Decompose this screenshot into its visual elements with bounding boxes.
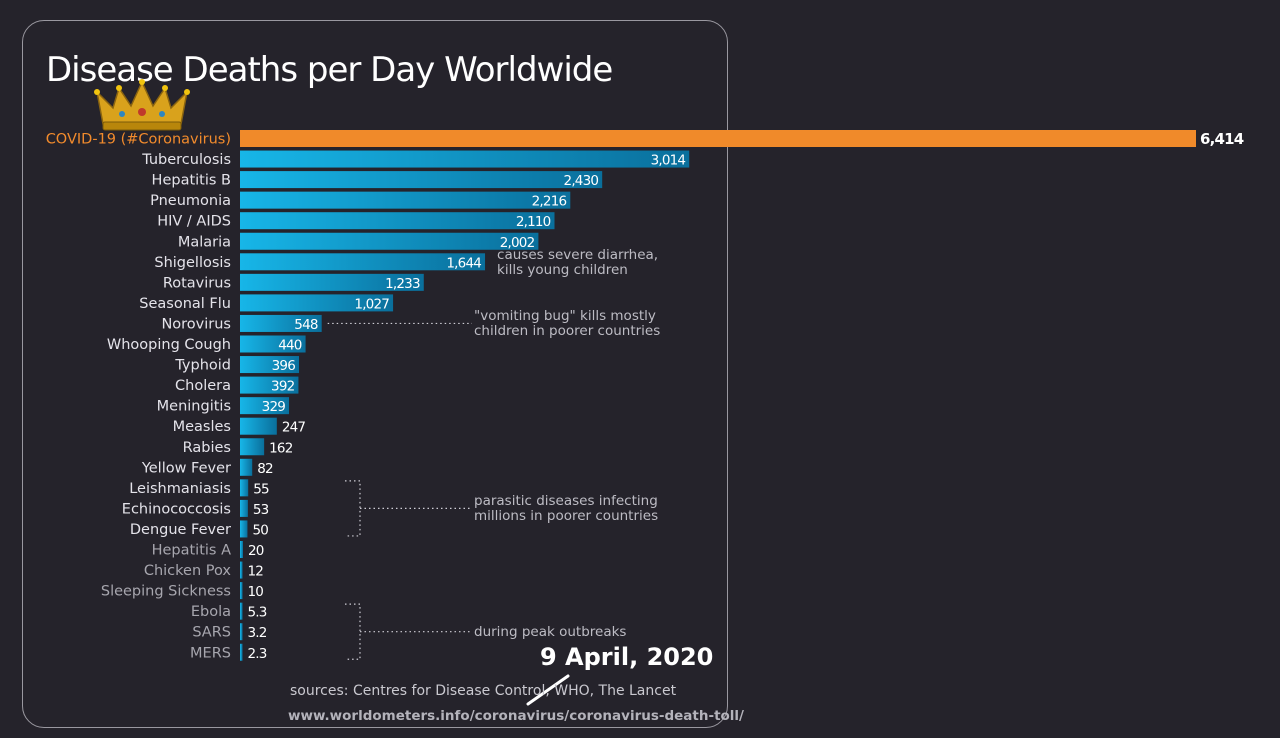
bar-mers	[240, 643, 243, 661]
bar-chicken-pox	[240, 561, 243, 579]
annotation-line: parasitic diseases infecting	[474, 493, 658, 510]
bar-malaria	[240, 232, 539, 250]
bar-typhoid	[240, 356, 300, 374]
annotation-line: children in poorer countries	[474, 323, 661, 340]
value-label: 6,414	[1200, 130, 1244, 148]
value-label: 3,014	[651, 153, 686, 169]
category-label: Leishmaniasis	[129, 481, 231, 497]
bar-tuberculosis	[240, 150, 690, 168]
annotation-line: "vomiting bug" kills mostly	[474, 308, 656, 325]
category-label: Shigellosis	[154, 255, 231, 271]
annotation-line: during peak outbreaks	[474, 624, 627, 641]
category-label: Typhoid	[174, 358, 231, 374]
value-label: 20	[248, 543, 264, 559]
category-label: Echinococcosis	[122, 501, 231, 517]
category-label: Meningitis	[157, 399, 231, 415]
category-label: Hepatitis B	[152, 173, 231, 189]
bar-hepatitis-b	[240, 171, 603, 189]
category-label: Dengue Fever	[130, 522, 231, 538]
bar-meningitis	[240, 397, 290, 415]
bar-covid-19-coronavirus	[240, 130, 1196, 147]
bar-whooping-cough	[240, 335, 306, 353]
value-label: 440	[278, 338, 302, 354]
chart-frame	[22, 20, 728, 728]
bar-hiv-aids	[240, 212, 555, 230]
value-label: 247	[282, 420, 306, 436]
value-label: 2,110	[516, 214, 551, 230]
bar-rotavirus	[240, 273, 424, 291]
bar-measles	[240, 417, 277, 435]
crown-icon	[94, 79, 190, 131]
bar-echinococcosis	[240, 499, 248, 517]
value-label: 548	[294, 317, 318, 333]
value-label: 392	[271, 379, 295, 395]
bar-cholera	[240, 376, 299, 394]
category-label: Rabies	[183, 440, 231, 456]
value-label: 1,233	[385, 276, 420, 292]
value-label: 162	[269, 440, 293, 456]
value-label: 10	[248, 584, 264, 600]
value-label: 396	[272, 358, 296, 374]
category-label: COVID-19 (#Coronavirus)	[46, 132, 231, 148]
bar-hepatitis-a	[240, 541, 243, 558]
annotation-line: millions in poorer countries	[474, 508, 659, 525]
category-label: Whooping Cough	[107, 337, 231, 353]
category-label: Tuberculosis	[141, 152, 231, 168]
value-label: 50	[252, 522, 268, 538]
bar-seasonal-flu	[240, 294, 394, 312]
category-label: Norovirus	[161, 316, 231, 332]
source-url[interactable]: www.worldometers.info/coronavirus/corona…	[288, 708, 744, 724]
value-label: 2,002	[500, 235, 535, 251]
category-label: Sleeping Sickness	[101, 584, 231, 600]
category-label: Cholera	[175, 378, 231, 394]
value-label: 1,644	[446, 255, 481, 271]
bar-ebola	[240, 602, 243, 620]
category-label: Pneumonia	[150, 193, 231, 209]
category-label: HIV / AIDS	[157, 214, 231, 230]
category-label: Chicken Pox	[144, 563, 232, 579]
category-label: Hepatitis A	[152, 543, 232, 559]
annotation-group-2: parasitic diseases infecting millions in …	[474, 494, 658, 524]
category-label: SARS	[192, 625, 231, 641]
category-label: Measles	[173, 419, 231, 435]
bar-shigellosis	[240, 253, 486, 271]
value-label: 12	[248, 564, 264, 580]
value-label: 2,430	[564, 173, 599, 189]
category-label: MERS	[190, 645, 231, 661]
value-label: 82	[257, 461, 273, 477]
bar-leishmaniasis	[240, 479, 249, 497]
category-label: Seasonal Flu	[139, 296, 231, 312]
annotation-norovirus: "vomiting bug" kills mostly children in p…	[474, 309, 660, 339]
bar-sleeping-sickness	[240, 582, 243, 600]
value-label: 5.3	[248, 605, 267, 621]
value-label: 329	[262, 399, 286, 415]
annotation-shigellosis: causes severe diarrhea, kills young child…	[497, 246, 659, 278]
category-label: Rotavirus	[163, 275, 231, 291]
category-label: Yellow Fever	[141, 460, 231, 476]
category-label: Ebola	[191, 604, 231, 620]
bar-pneumonia	[240, 191, 571, 209]
bar-yellow-fever	[240, 458, 253, 476]
date-label: 9 April, 2020	[540, 643, 714, 671]
value-label: 2,216	[532, 194, 567, 210]
value-label: 2.3	[248, 646, 267, 662]
annotation-group-3: during peak outbreaks	[474, 625, 626, 640]
bar-dengue-fever	[240, 520, 248, 538]
sources-text: sources: Centres for Disease Control, WH…	[290, 683, 677, 699]
annotation-line: kills young children	[497, 261, 628, 278]
value-label: 1,027	[354, 296, 389, 312]
bar-sars	[240, 623, 243, 641]
bar-norovirus	[240, 314, 322, 332]
value-label: 3.2	[248, 625, 267, 641]
annotation-line: causes severe diarrhea,	[497, 246, 659, 263]
bar-rabies	[240, 438, 265, 456]
value-label: 53	[253, 502, 269, 518]
value-label: 55	[253, 481, 269, 497]
category-label: Malaria	[178, 234, 231, 250]
